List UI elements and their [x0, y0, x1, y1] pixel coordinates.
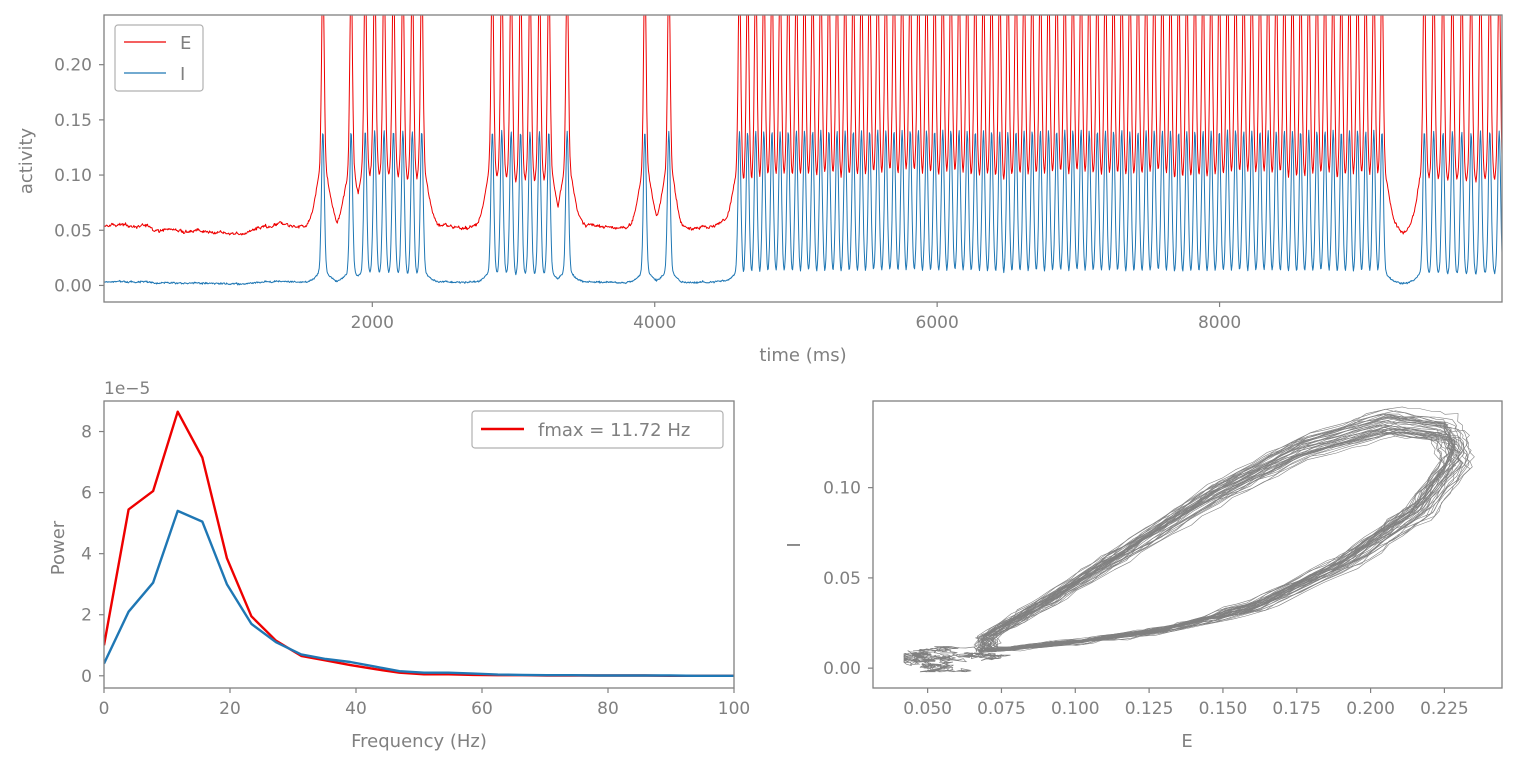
ts-x-axis-label: time (ms) — [759, 345, 846, 366]
pp-y-axis-label: I — [784, 542, 805, 547]
phase-trajectory-loop — [989, 431, 1470, 652]
ps-x-axis-label: Frequency (Hz) — [351, 731, 487, 752]
pp-x-tick-label: 0.050 — [903, 699, 952, 719]
pp-frame — [872, 400, 1503, 689]
phase-trajectory-loop — [978, 431, 1456, 651]
pp-trajectory — [903, 406, 1475, 673]
ts-x-tick-label: 6000 — [916, 313, 959, 333]
ps-offset-label: 1e−5 — [104, 379, 150, 399]
legend-label-I: I — [180, 64, 185, 85]
pp-y-tick-label: 0.05 — [823, 569, 861, 589]
ps-x-tick-label: 40 — [345, 699, 367, 719]
pp-x-tick-label: 0.225 — [1420, 699, 1469, 719]
phase-trajectory-loop — [989, 421, 1475, 651]
pp-x-tick-label: 0.100 — [1051, 699, 1100, 719]
ps-x-tick-label: 0 — [99, 699, 110, 719]
ts-y-tick-label: 0.05 — [54, 221, 92, 241]
phase-trajectory-loop — [986, 431, 1462, 652]
time-series-plot: 2000 4000 6000 8000 0.00 0.05 0.10 0.15 0.20 ti… — [16, 14, 1503, 366]
power-spectrum-plot: 0 20 40 60 80 100 0 2 4 6 8 1e−5 Frequency (Hz) P… — [48, 379, 750, 752]
ps-x-tick-label: 80 — [597, 699, 619, 719]
ts-y-tick-label: 0.00 — [54, 276, 92, 296]
pp-y-tick-label: 0.00 — [823, 659, 861, 679]
ts-x-tick-label: 4000 — [633, 313, 676, 333]
ts-legend: E I — [114, 24, 204, 92]
ps-y-axis-label: Power — [48, 520, 69, 575]
pp-x-tick-label: 0.150 — [1199, 699, 1248, 719]
ps-line-E — [104, 410, 734, 677]
ts-y-tick-label: 0.10 — [54, 166, 92, 186]
ps-y-tick-label: 8 — [81, 423, 92, 443]
pp-x-tick-label: 0.200 — [1346, 699, 1395, 719]
legend-label-E: E — [180, 33, 191, 54]
ps-x-tick-label: 20 — [219, 699, 241, 719]
ts-frame — [103, 14, 1503, 303]
ps-line-I — [104, 509, 734, 677]
phase-trajectory-loop — [991, 435, 1471, 653]
pp-y-ticks: 0.00 0.05 0.10 — [823, 479, 873, 679]
ps-x-ticks: 0 20 40 60 80 100 — [99, 688, 750, 719]
phase-trajectory-loop — [981, 425, 1460, 650]
pp-x-axis-label: E — [1181, 731, 1192, 752]
series-line-I — [104, 129, 1502, 286]
ts-x-tick-label: 2000 — [351, 313, 394, 333]
ts-y-ticks: 0.00 0.05 0.10 0.15 0.20 — [54, 56, 104, 296]
ts-y-tick-label: 0.15 — [54, 111, 92, 131]
ps-lines — [104, 410, 734, 677]
phase-trajectory-loop — [989, 418, 1462, 652]
ps-legend: fmax = 11.72 Hz — [471, 410, 724, 449]
ts-x-ticks: 2000 4000 6000 8000 — [351, 302, 1241, 333]
pp-x-ticks: 0.050 0.075 0.100 0.125 0.150 0.175 0.200 0.225 — [903, 688, 1469, 719]
ts-y-axis-label: activity — [16, 127, 37, 194]
phase-trajectory-loop — [977, 420, 1448, 653]
ps-frame — [103, 400, 735, 689]
ps-y-tick-label: 6 — [81, 484, 92, 504]
ps-y-tick-label: 2 — [81, 606, 92, 626]
ts-lines — [104, 15, 1502, 286]
series-line-E — [104, 15, 1502, 236]
ps-y-tick-label: 4 — [81, 545, 92, 565]
ps-y-tick-label: 0 — [81, 667, 92, 687]
ts-y-tick-label: 0.20 — [54, 56, 92, 76]
phase-plane-plot: 0.050 0.075 0.100 0.125 0.150 0.175 0.200 0.225… — [784, 400, 1503, 752]
ps-x-tick-label: 60 — [471, 699, 493, 719]
pp-x-tick-label: 0.175 — [1272, 699, 1321, 719]
phase-trajectory-loop — [989, 431, 1473, 653]
pp-x-tick-label: 0.075 — [977, 699, 1026, 719]
ps-legend-box — [471, 410, 724, 449]
pp-x-tick-label: 0.125 — [1125, 699, 1174, 719]
ts-x-tick-label: 8000 — [1198, 313, 1241, 333]
ps-y-ticks: 0 2 4 6 8 — [81, 423, 104, 687]
phase-baseline-cluster — [903, 646, 1011, 673]
pp-y-tick-label: 0.10 — [823, 479, 861, 499]
phase-trajectory-loop — [990, 427, 1469, 652]
ps-x-tick-label: 100 — [718, 699, 750, 719]
legend-label-fmax: fmax = 11.72 Hz — [538, 420, 690, 441]
